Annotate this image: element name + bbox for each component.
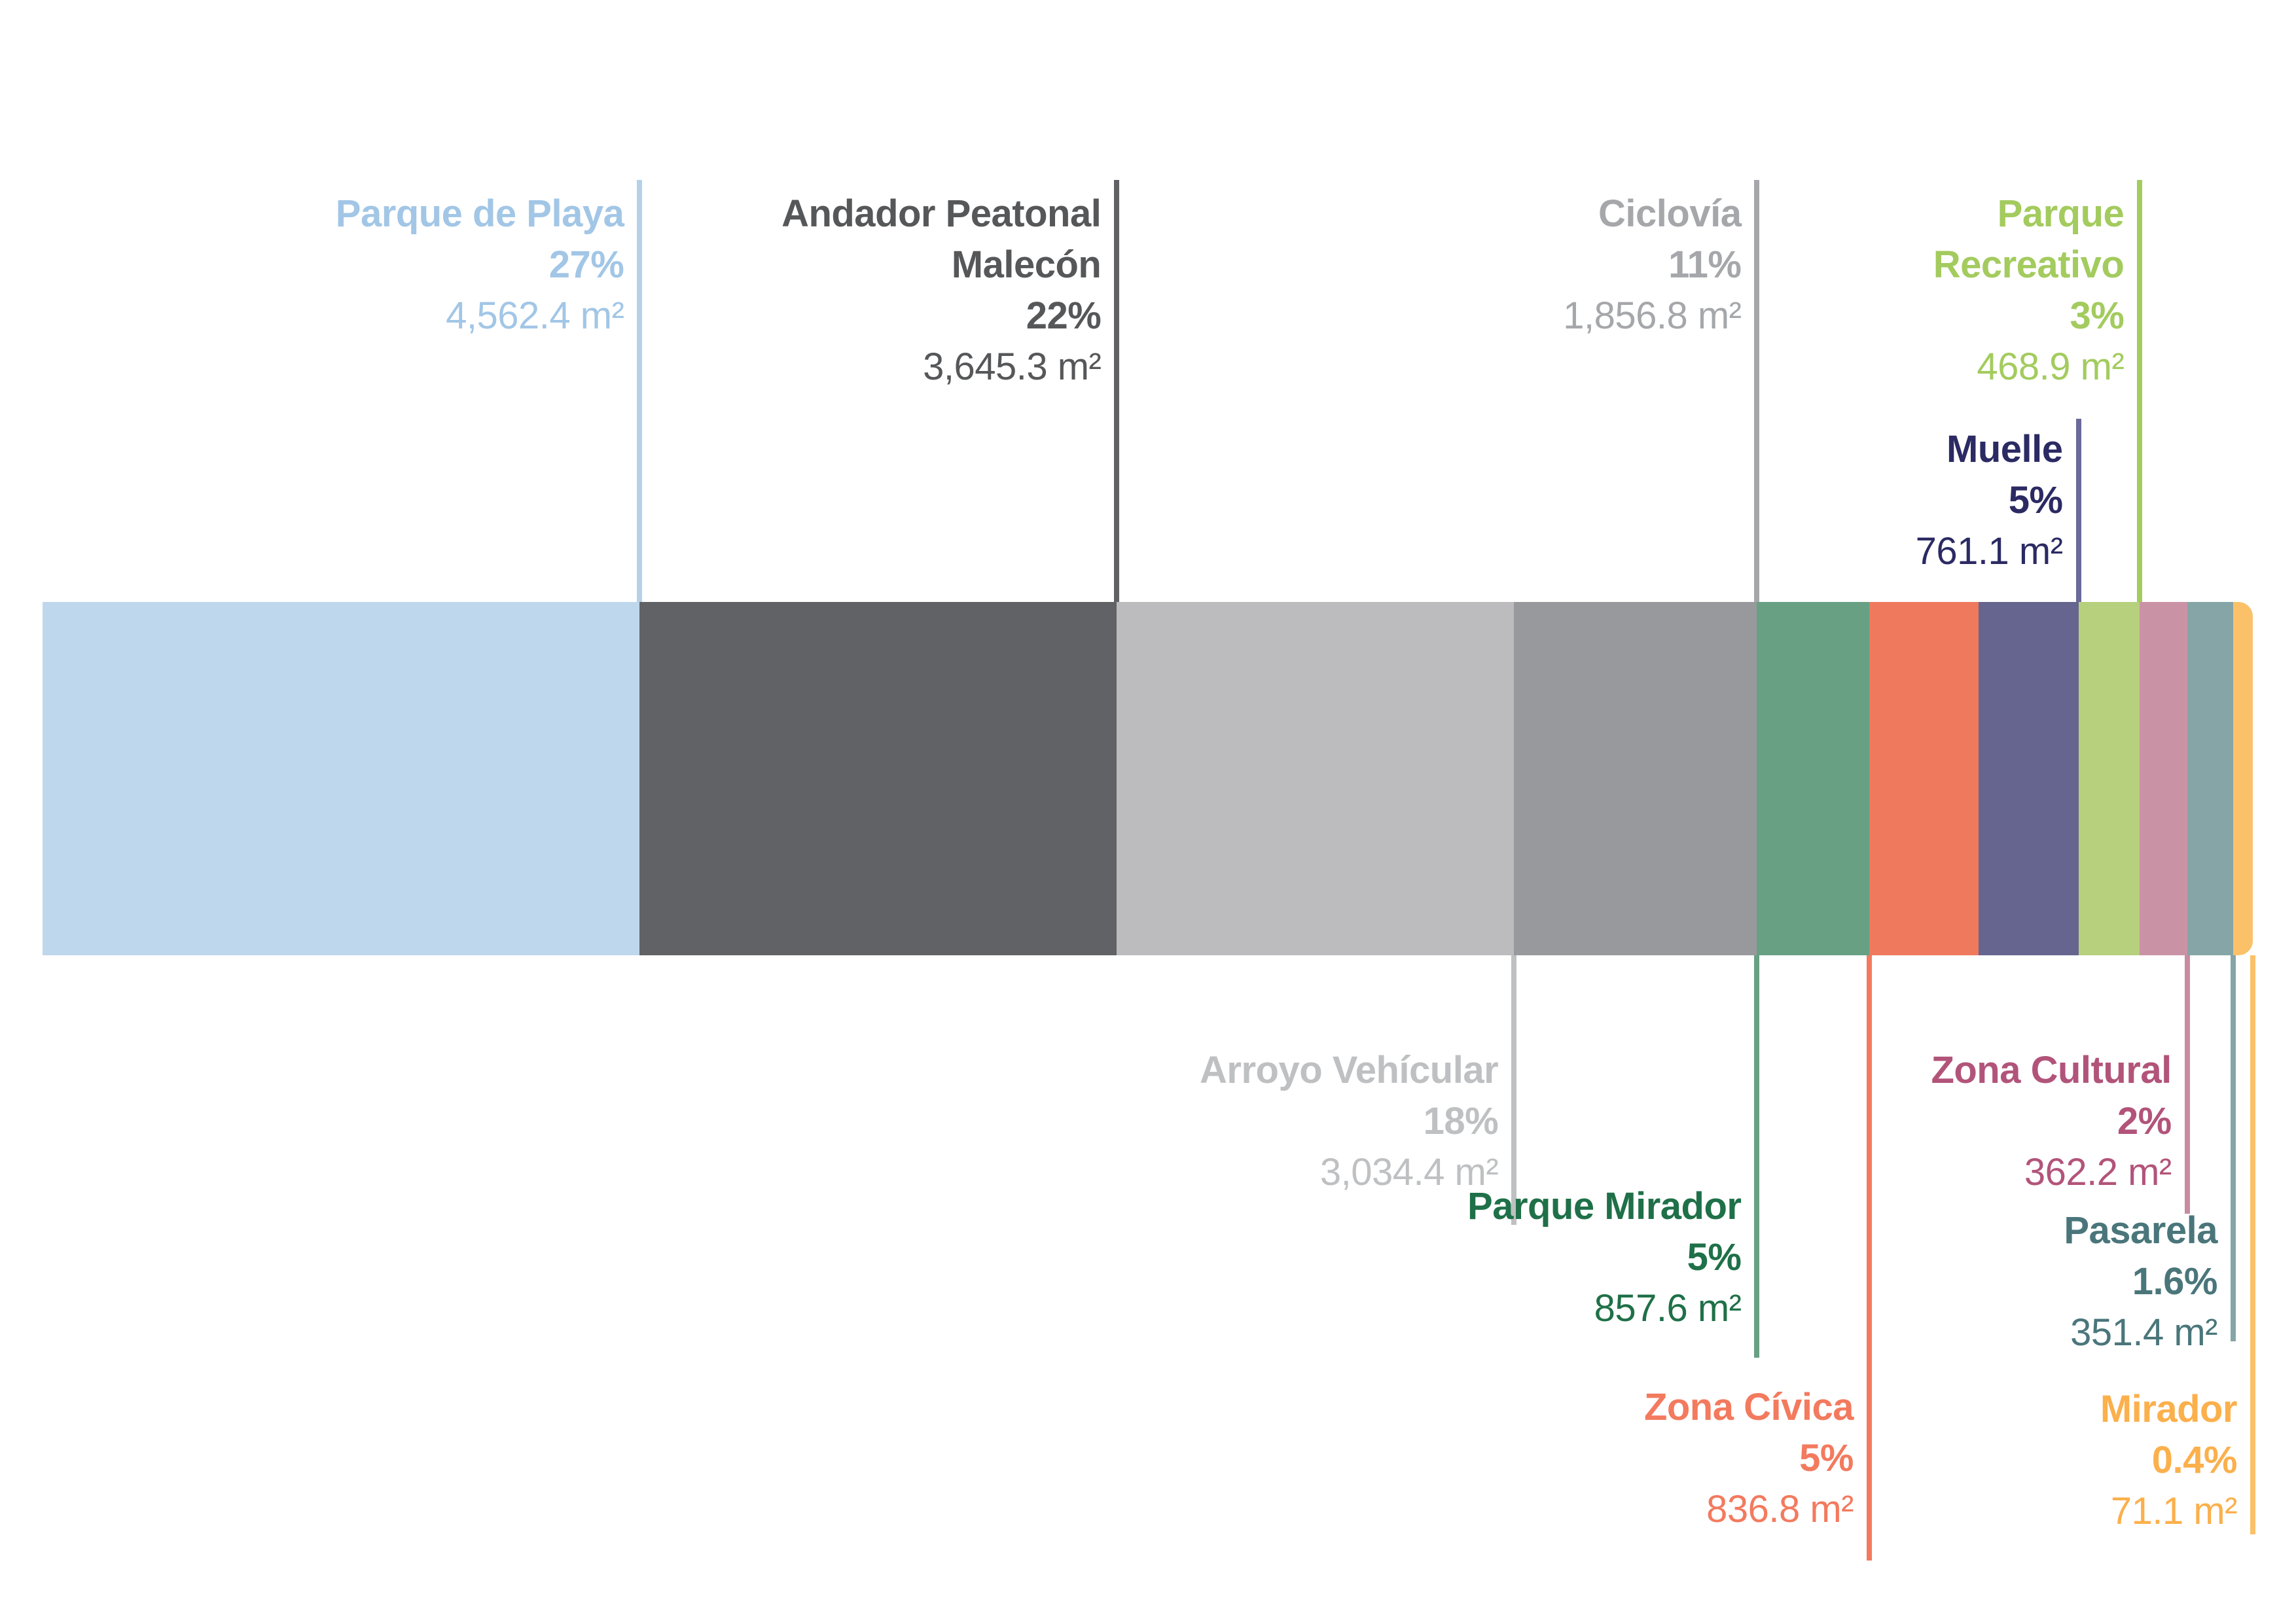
label-percent-muelle: 5% — [2008, 479, 2063, 521]
label-area-parque-de-playa: 4,562.4 m² — [446, 294, 624, 337]
label-ciclovia: Ciclovía 11% 1,856.8 m² — [1563, 188, 1742, 342]
leader-line-zona-civica — [1866, 955, 1872, 1561]
label-parque-mirador: Parque Mirador 5% 857.6 m² — [1467, 1181, 1742, 1334]
leader-line-parque-mirador — [1754, 955, 1760, 1358]
label-name-arroyo-vehicular: Arroyo Vehícular — [1200, 1049, 1499, 1091]
label-name-parque-recreativo: Parque — [1997, 192, 2125, 235]
label-percent-parque-recreativo: 3% — [2070, 294, 2125, 337]
leader-line-ciclovia — [1754, 180, 1760, 602]
segment-parque-de-playa — [43, 602, 640, 955]
label-percent-parque-de-playa: 27% — [548, 243, 624, 286]
label-name-mirador: Mirador — [2100, 1388, 2238, 1430]
label-name-zona-civica: Zona Cívica — [1643, 1386, 1854, 1428]
label-arroyo-vehicular: Arroyo Vehícular 18% 3,034.4 m² — [1200, 1045, 1499, 1198]
label-andador-peatonal-malecon: Andador Peatonal Malecón 22% 3,645.3 m² — [781, 188, 1102, 393]
segment-zona-civica — [1869, 602, 1979, 955]
segment-parque-mirador — [1757, 602, 1869, 955]
leader-line-zona-cultural — [2184, 955, 2190, 1214]
segment-andador-peatonal-malecon — [639, 602, 1117, 955]
label-name-andador-peatonal-malecon: Malecón — [951, 243, 1102, 286]
label-name-zona-cultural: Zona Cultural — [1931, 1049, 2172, 1091]
label-name-andador-peatonal-malecon: Andador Peatonal — [781, 192, 1102, 235]
label-area-zona-cultural: 362.2 m² — [2024, 1151, 2172, 1193]
segment-ciclovia — [1514, 602, 1757, 955]
leader-line-andador-peatonal-malecon — [1114, 180, 1120, 602]
label-area-zona-civica: 836.8 m² — [1706, 1488, 1854, 1530]
label-mirador: Mirador 0.4% 71.1 m² — [2100, 1384, 2238, 1537]
label-percent-ciclovia: 11% — [1668, 243, 1742, 286]
segment-mirador — [2233, 602, 2253, 955]
segment-zona-cultural — [2140, 602, 2187, 955]
leader-line-mirador — [2250, 955, 2255, 1534]
label-percent-arroyo-vehicular: 18% — [1423, 1100, 1499, 1142]
label-name-parque-recreativo: Recreativo — [1933, 243, 2125, 286]
label-area-arroyo-vehicular: 3,034.4 m² — [1319, 1151, 1499, 1193]
label-pasarela: Pasarela 1.6% 351.4 m² — [2064, 1205, 2217, 1358]
label-zona-civica: Zona Cívica 5% 836.8 m² — [1644, 1382, 1854, 1535]
leader-line-parque-recreativo — [2137, 180, 2143, 602]
label-parque-de-playa: Parque de Playa 27% 4,562.4 m² — [336, 188, 624, 342]
label-parque-recreativo: Parque Recreativo 3% 468.9 m² — [1933, 188, 2125, 393]
label-percent-zona-cultural: 2% — [2117, 1100, 2172, 1142]
leader-line-muelle — [2075, 419, 2081, 602]
label-zona-cultural: Zona Cultural 2% 362.2 m² — [1931, 1045, 2172, 1198]
label-name-parque-mirador: Parque Mirador — [1467, 1185, 1742, 1227]
label-percent-pasarela: 1.6% — [2132, 1260, 2218, 1303]
label-percent-mirador: 0.4% — [2151, 1439, 2238, 1481]
label-percent-parque-mirador: 5% — [1687, 1236, 1742, 1279]
stacked-bar — [43, 602, 2253, 955]
segment-pasarela — [2187, 602, 2233, 955]
segment-muelle — [1979, 602, 2079, 955]
leader-line-pasarela — [2231, 955, 2236, 1341]
label-area-andador-peatonal-malecon: 3,645.3 m² — [923, 345, 1102, 388]
label-area-pasarela: 351.4 m² — [2070, 1311, 2217, 1354]
label-area-mirador: 71.1 m² — [2110, 1490, 2238, 1532]
label-percent-andador-peatonal-malecon: 22% — [1026, 294, 1102, 337]
label-area-ciclovia: 1,856.8 m² — [1563, 294, 1742, 337]
label-area-parque-mirador: 857.6 m² — [1594, 1287, 1742, 1330]
label-name-pasarela: Pasarela — [2064, 1209, 2217, 1252]
segment-parque-recreativo — [2078, 602, 2140, 955]
label-name-parque-de-playa: Parque de Playa — [335, 192, 624, 235]
segment-arroyo-vehicular — [1117, 602, 1515, 955]
label-percent-zona-civica: 5% — [1799, 1437, 1854, 1479]
leader-line-parque-de-playa — [637, 180, 643, 602]
label-area-muelle: 761.1 m² — [1915, 530, 2063, 573]
label-muelle: Muelle 5% 761.1 m² — [1916, 424, 2063, 577]
label-name-ciclovia: Ciclovía — [1598, 192, 1742, 235]
label-name-muelle: Muelle — [1946, 428, 2063, 470]
leader-line-arroyo-vehicular — [1511, 955, 1517, 1225]
label-area-parque-recreativo: 468.9 m² — [1977, 345, 2125, 388]
